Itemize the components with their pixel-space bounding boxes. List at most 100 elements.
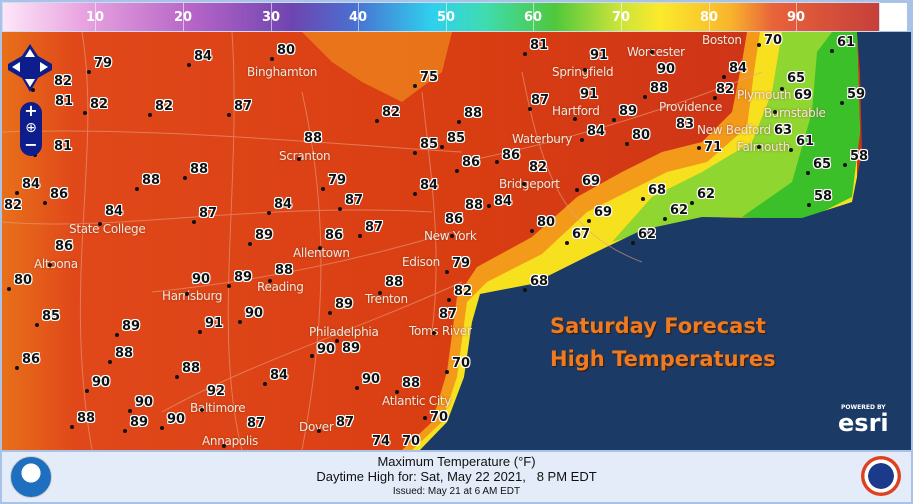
temperature-label: 62	[638, 227, 657, 242]
zoom-in-button[interactable]: +	[24, 101, 38, 120]
temperature-label: 62	[670, 203, 689, 218]
station-dot	[183, 176, 187, 180]
temperature-label: 65	[813, 157, 832, 172]
station-dot	[85, 389, 89, 393]
temperature-label: 88	[464, 106, 483, 121]
pan-arrows-icon[interactable]	[8, 44, 52, 102]
station-dot	[458, 212, 462, 216]
legend-tick-label: 10	[85, 10, 105, 25]
station-dot	[575, 188, 579, 192]
temperature-label: 79	[94, 56, 113, 71]
legend-end-box	[880, 3, 907, 31]
temperature-label: 89	[342, 341, 361, 356]
legend-tick-label: 50	[436, 10, 456, 25]
temperature-label: 88	[142, 173, 161, 188]
legend-tick-label: 60	[523, 10, 543, 25]
temperature-label: 91	[205, 316, 224, 331]
temperature-label: 86	[55, 239, 74, 254]
globe-icon[interactable]: ⊕	[25, 120, 37, 136]
station-dot	[757, 145, 761, 149]
station-dot	[187, 63, 191, 67]
station-dot	[263, 382, 267, 386]
city-label: Bridgeport	[499, 177, 560, 191]
station-dot	[222, 444, 226, 448]
temperature-label: 86	[502, 148, 521, 163]
temperature-label: 92	[207, 384, 226, 399]
station-dot	[310, 354, 314, 358]
station-dot	[160, 426, 164, 430]
city-label: Plymouth	[737, 88, 792, 102]
temperature-label: 74	[372, 434, 391, 449]
station-dot	[432, 331, 436, 335]
temperature-label: 63	[774, 123, 793, 138]
station-dot	[773, 110, 777, 114]
temperature-label: 88	[465, 198, 484, 213]
legend-tick-label: 70	[611, 10, 631, 25]
station-dot	[15, 191, 19, 195]
temperature-label: 71	[704, 140, 723, 155]
city-label: Barnstable	[764, 106, 826, 120]
temperature-label: 86	[325, 228, 344, 243]
station-dot	[375, 119, 379, 123]
footer-valid-time: Daytime High for: Sat, May 22 2021, 8 PM…	[316, 469, 597, 484]
temperature-label: 88	[182, 361, 201, 376]
station-dot	[580, 138, 584, 142]
station-dot	[423, 416, 427, 420]
station-dot	[413, 84, 417, 88]
temperature-label: 87	[345, 193, 364, 208]
station-dot	[248, 242, 252, 246]
temperature-label: 84	[194, 49, 213, 64]
legend-tick-mark	[533, 3, 534, 31]
temperature-label: 87	[234, 99, 253, 114]
temperature-label: 70	[430, 410, 449, 425]
temperature-label: 70	[452, 356, 471, 371]
city-label: Annapolis	[202, 434, 258, 448]
temperature-label: 68	[530, 274, 549, 289]
station-dot	[643, 95, 647, 99]
station-dot	[722, 75, 726, 79]
temperature-label: 81	[54, 139, 73, 154]
temperature-label: 84	[274, 197, 293, 212]
station-dot	[713, 96, 717, 100]
station-dot	[270, 57, 274, 61]
station-dot	[612, 118, 616, 122]
station-dot	[297, 157, 301, 161]
green-cape-region	[742, 32, 860, 222]
temperature-label: 58	[850, 149, 869, 164]
temperature-label: 84	[105, 204, 124, 219]
footer-issued-time: Issued: May 21 at 6 AM EDT	[392, 486, 521, 497]
temperature-label: 79	[328, 173, 347, 188]
road-network	[2, 32, 763, 450]
temperature-label: 85	[447, 131, 466, 146]
station-dot	[378, 291, 382, 295]
map-navigation-controls: + ⊕ −	[8, 44, 52, 156]
esri-logo: POWERED BY esri	[838, 404, 889, 435]
temperature-label: 84	[494, 194, 513, 209]
temperature-label: 89	[619, 104, 638, 119]
temperature-label: 69	[594, 205, 613, 220]
temperature-label: 67	[572, 227, 591, 242]
station-dot	[328, 311, 332, 315]
station-dot	[338, 207, 342, 211]
temperature-label: 82	[716, 82, 735, 97]
forecast-map[interactable]: Binghamton Scranton State College Altoona Al…	[2, 32, 911, 450]
temperature-label: 69	[794, 88, 813, 103]
temperature-label: 61	[796, 134, 815, 149]
station-dot	[43, 201, 47, 205]
map-footer: Maximum Temperature (°F) Daytime High fo…	[2, 452, 911, 502]
footer-title: Maximum Temperature (°F)	[377, 454, 536, 469]
station-dot	[238, 320, 242, 324]
zoom-out-button[interactable]: −	[24, 135, 38, 154]
city-label: Harrisburg	[162, 289, 223, 303]
temperature-label: 88	[77, 411, 96, 426]
station-dot	[321, 187, 325, 191]
station-dot	[358, 234, 362, 238]
station-dot	[807, 203, 811, 207]
station-dot	[583, 68, 587, 72]
station-dot	[840, 101, 844, 105]
temperature-label: 83	[676, 117, 695, 132]
station-dot	[522, 182, 526, 186]
station-dot	[267, 211, 271, 215]
station-dot	[318, 246, 322, 250]
station-dot	[185, 292, 189, 296]
